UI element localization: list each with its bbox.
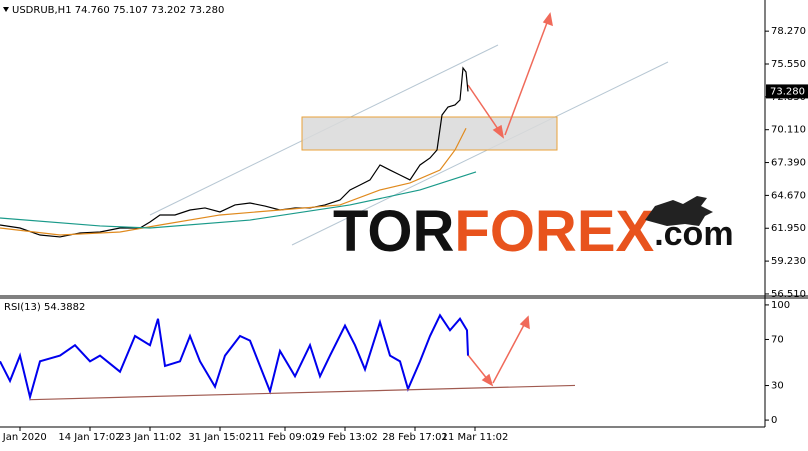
support-zone — [301, 116, 558, 151]
y-tick-label: 67.390 — [771, 158, 806, 169]
series-line — [0, 127, 467, 236]
series-line — [0, 313, 469, 402]
x-tick-label: 31 Jan 15:02 — [188, 432, 251, 443]
rsi-header: RSI(13) 54.3882 — [4, 302, 85, 313]
header-arrow — [3, 7, 9, 12]
logo-bull — [645, 196, 713, 226]
x-tick-label: 23 Jan 11:02 — [118, 432, 181, 443]
last-price-label: 73.280 — [770, 86, 805, 97]
series-line — [0, 171, 477, 229]
y-tick-label: 75.550 — [771, 59, 806, 70]
x-tick-label: 14 Jan 17:02 — [58, 432, 121, 443]
y-tick-label: 78.270 — [771, 26, 806, 37]
y-tick-label: 70.110 — [771, 125, 806, 136]
x-tick-label: 28 Feb 17:02 — [382, 432, 448, 443]
y-tick-label: 100 — [771, 300, 790, 311]
watermark: TORFOREX.com — [333, 196, 734, 264]
forecast-arrows — [467, 12, 553, 387]
y-tick-label: 59.230 — [771, 256, 806, 267]
x-tick-label: 11 Feb 09:02 — [252, 432, 318, 443]
x-tick-label: 19 Feb 13:02 — [312, 432, 378, 443]
symbol-header: USDRUB,H1 74.760 75.107 73.202 73.280 — [12, 5, 224, 16]
y-tick-label: 0 — [771, 415, 777, 426]
logo-text: TORFOREX.com — [333, 199, 734, 264]
series-line — [29, 384, 576, 401]
y-tick-label: 70 — [771, 334, 784, 345]
y-tick-label: 30 — [771, 381, 784, 392]
last-price-box — [766, 84, 808, 99]
x-tick-label: 6 Jan 2020 — [0, 432, 47, 443]
y-tick-label: 64.670 — [771, 190, 806, 201]
y-tick-label: 56.510 — [771, 289, 806, 300]
channel-line — [291, 61, 669, 246]
x-tick-label: 11 Mar 11:02 — [442, 432, 509, 443]
y-tick-label: 61.950 — [771, 223, 806, 234]
